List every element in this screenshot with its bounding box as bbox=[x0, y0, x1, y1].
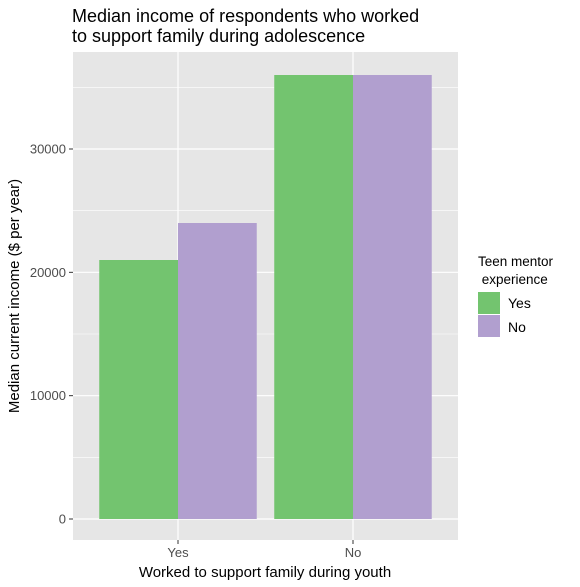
y-tick-label: 0 bbox=[59, 512, 66, 527]
x-axis-title: Worked to support family during youth bbox=[139, 564, 391, 581]
y-tick-label: 10000 bbox=[30, 388, 66, 403]
y-axis-title: Median current income ($ per year) bbox=[6, 179, 23, 413]
y-tick-label: 20000 bbox=[30, 265, 66, 280]
y-axis: 0 10000 20000 30000 bbox=[30, 142, 73, 527]
bars bbox=[99, 75, 432, 519]
legend-label-yes: Yes bbox=[508, 295, 531, 311]
y-tick-label: 30000 bbox=[30, 142, 66, 157]
bar-no-no bbox=[353, 75, 432, 519]
bar-yes-yes bbox=[99, 260, 178, 519]
bar-no-yes bbox=[274, 75, 353, 519]
chart-title-line-2: to support family during adolescence bbox=[72, 26, 365, 46]
bar-yes-no bbox=[178, 223, 257, 519]
legend-title-line-1: Teen mentor bbox=[478, 254, 554, 269]
legend-title-line-2: experience bbox=[478, 272, 548, 287]
legend-key-no bbox=[478, 315, 500, 337]
x-axis: Yes No bbox=[167, 540, 361, 560]
chart-title-line-1: Median income of respondents who worked bbox=[72, 6, 419, 26]
legend-key-yes bbox=[478, 292, 500, 314]
x-tick-label: Yes bbox=[167, 545, 189, 560]
legend: Teen mentor experience Yes No bbox=[478, 254, 554, 337]
legend-label-no: No bbox=[508, 319, 526, 335]
x-tick-label: No bbox=[345, 545, 362, 560]
